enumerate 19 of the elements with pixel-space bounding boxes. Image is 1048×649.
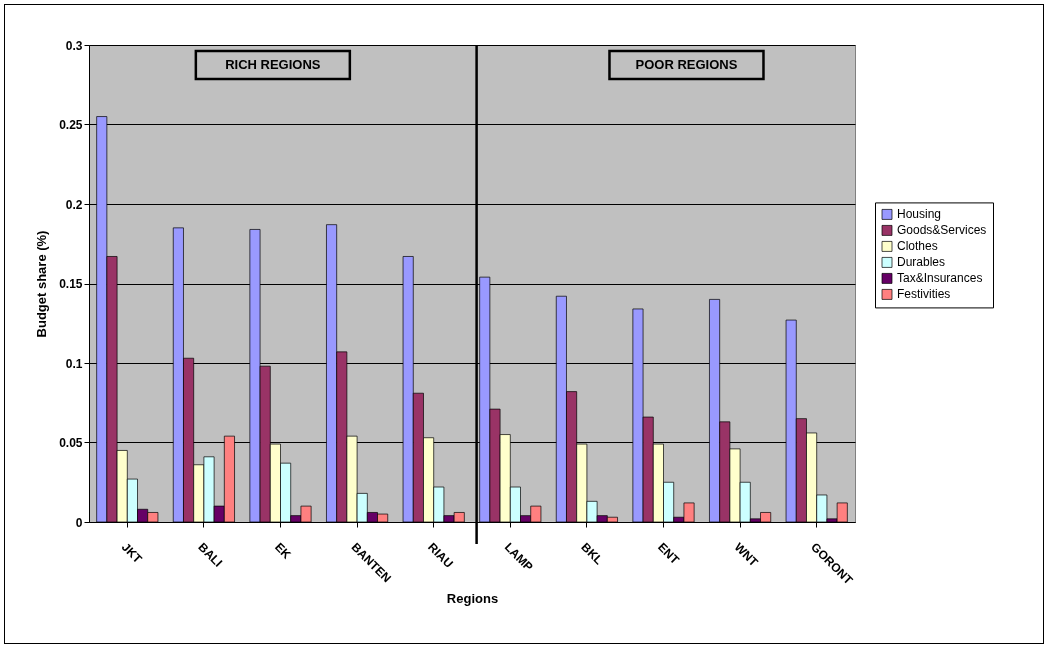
y-tick-label: 0 <box>75 515 83 530</box>
legend-label: Tax&Insurances <box>897 271 983 286</box>
legend-label: Housing <box>897 207 942 222</box>
legend-label: Clothes <box>897 239 938 254</box>
x-axis-title: Regions <box>446 590 499 606</box>
y-tick-label: 0.05 <box>59 436 83 450</box>
y-tick-label: 0.25 <box>59 118 83 132</box>
x-tick-label: EK <box>272 540 294 563</box>
legend-label: Festivities <box>897 287 951 302</box>
x-tick-label: JKT <box>118 540 146 567</box>
y-tick-label: 0.2 <box>65 197 83 212</box>
legend-label: Goods&Services <box>897 223 987 238</box>
y-tick-label: 0.1 <box>65 356 83 371</box>
y-tick-label: 0.3 <box>65 38 83 53</box>
y-tick-label: 0.15 <box>59 277 83 291</box>
annotation: POOR REGIONS <box>635 57 738 72</box>
legend-label: Durables <box>897 255 946 270</box>
y-axis-title: Budget share (%) <box>34 230 50 338</box>
annotation: RICH REGIONS <box>225 57 321 72</box>
